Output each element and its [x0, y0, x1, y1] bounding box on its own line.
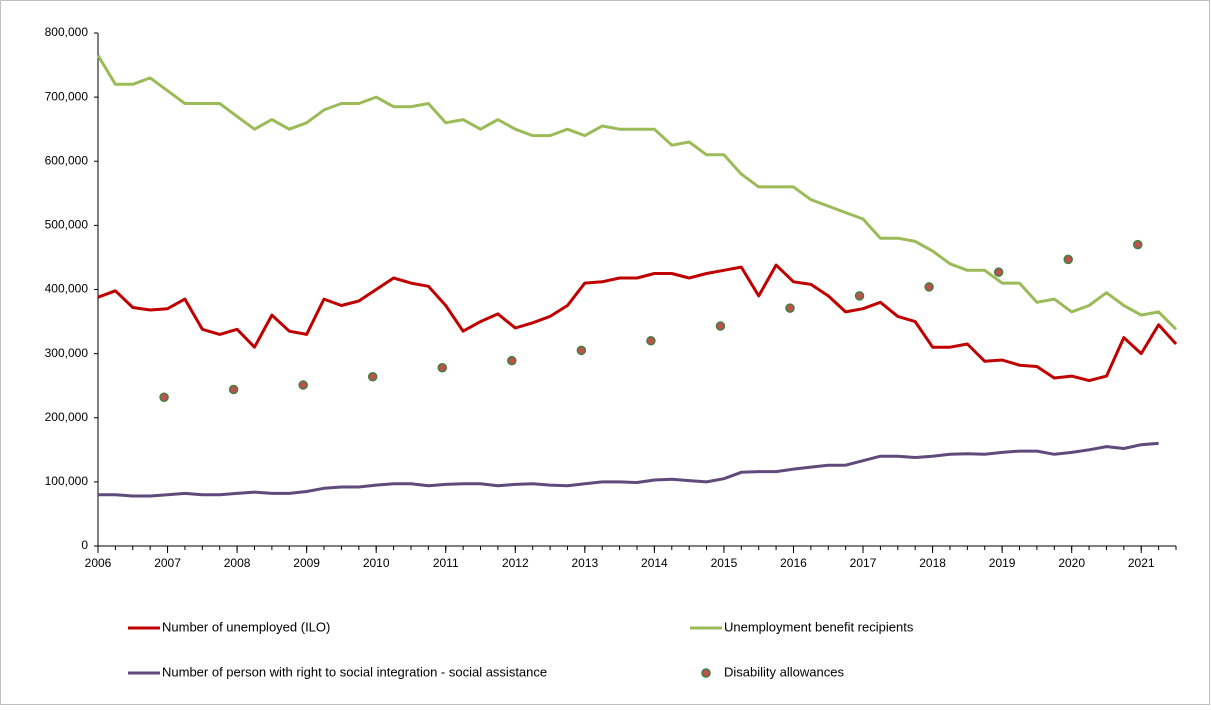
y-tick-label: 500,000 [45, 218, 89, 232]
y-tick-label: 700,000 [45, 89, 89, 103]
x-tick-label: 2006 [85, 556, 112, 570]
scatter-point [367, 371, 378, 382]
x-tick-label: 2012 [502, 556, 529, 570]
scatter-point [854, 291, 865, 301]
y-tick-label: 600,000 [45, 153, 89, 167]
y-tick-label: 300,000 [45, 346, 89, 360]
scatter-point [1132, 239, 1143, 250]
x-tick-label: 2017 [850, 556, 877, 570]
y-tick-label: 400,000 [45, 282, 89, 296]
series-line [98, 441, 1159, 498]
x-tick-label: 2020 [1058, 556, 1085, 570]
scatter-point [437, 362, 448, 373]
scatter-point [159, 392, 169, 402]
scatter-point [924, 282, 934, 292]
series-line [96, 54, 1178, 331]
x-tick-label: 2014 [641, 556, 668, 570]
scatter-point [576, 345, 587, 356]
scatter-point [715, 321, 726, 331]
y-tick-label: 200,000 [45, 410, 89, 424]
x-tick-label: 2013 [571, 556, 598, 570]
legend-label: Number of person with right to social in… [162, 664, 547, 679]
scatter-point [1063, 254, 1073, 265]
scatter-point [507, 355, 517, 366]
x-tick-label: 2021 [1128, 556, 1155, 570]
x-tick-label: 2019 [989, 556, 1016, 570]
x-tick-label: 2007 [154, 556, 181, 570]
scatter-point [298, 380, 308, 390]
y-tick-label: 0 [81, 538, 88, 552]
y-tick-label: 100,000 [45, 474, 89, 488]
x-tick-label: 2015 [711, 556, 738, 570]
legend-label: Unemployment benefit recipients [724, 619, 914, 634]
x-tick-label: 2016 [780, 556, 807, 570]
x-tick-label: 2010 [363, 556, 390, 570]
x-tick-label: 2011 [433, 556, 459, 570]
x-tick-label: 2008 [224, 556, 251, 570]
y-tick-label: 800,000 [45, 25, 89, 39]
scatter-point [646, 336, 656, 346]
scatter-point [228, 384, 239, 395]
legend-marker [701, 668, 711, 678]
scatter-point [993, 267, 1004, 277]
series-line [97, 263, 1178, 383]
legend-label: Disability allowances [724, 664, 844, 679]
scatter-point [785, 303, 795, 313]
x-tick-label: 2009 [293, 556, 320, 570]
x-tick-label: 2018 [919, 556, 946, 570]
legend-label: Number of unemployed (ILO) [162, 619, 330, 634]
